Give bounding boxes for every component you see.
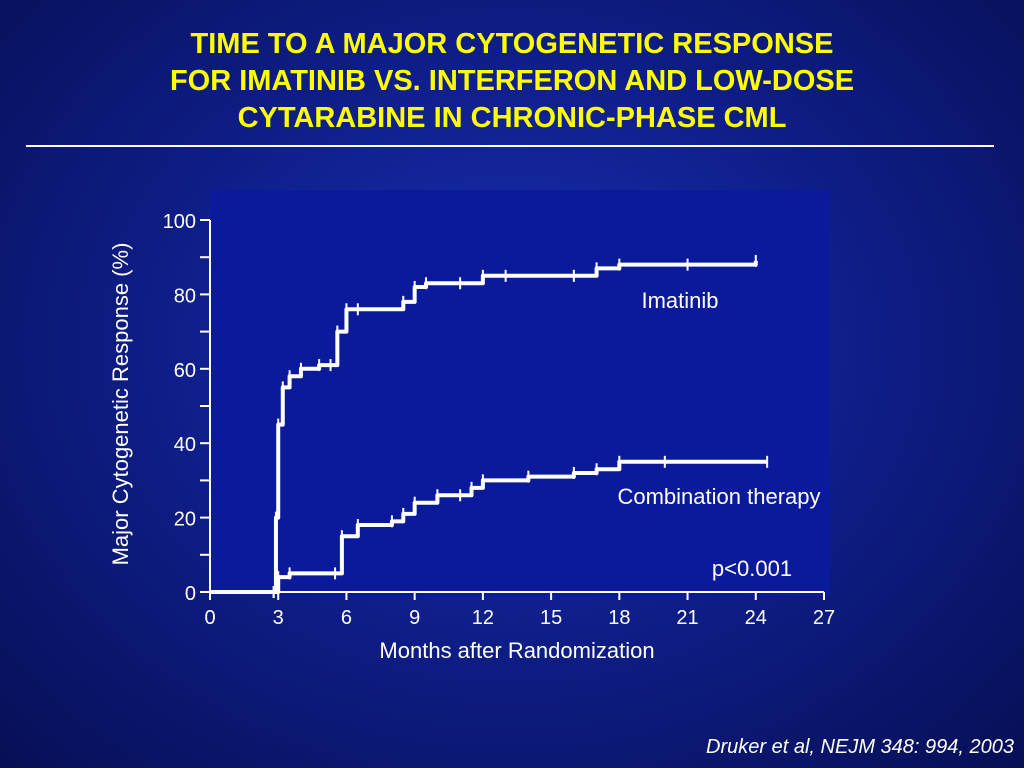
x-tick-label: 24 — [745, 607, 767, 629]
y-tick-label: 20 — [174, 509, 196, 531]
x-tick-label: 18 — [608, 607, 630, 629]
x-axis-title: Months after Randomization — [379, 638, 654, 663]
series-label-imatinib: Imatinib — [641, 288, 718, 313]
series-line-combination — [210, 459, 768, 594]
title-line-1: TIME TO A MAJOR CYTOGENETIC RESPONSE — [190, 28, 834, 60]
x-tick-label: 15 — [540, 607, 562, 629]
plot-area — [210, 190, 830, 596]
x-tick-label: 3 — [273, 607, 284, 629]
y-tick-label: 0 — [185, 583, 196, 605]
title-line-2: FOR IMATINIB VS. INTERFERON AND LOW-DOSE — [169, 65, 855, 97]
y-tick-label: 60 — [174, 360, 196, 382]
x-tick-label: 12 — [472, 607, 494, 629]
x-tick-label: 0 — [204, 607, 215, 629]
x-tick-label: 9 — [409, 607, 420, 629]
title-divider — [26, 145, 994, 147]
citation: Druker et al, NEJM 348: 994, 2003 — [706, 736, 1014, 758]
x-tick-label: 27 — [813, 607, 835, 629]
y-tick-label: 40 — [174, 434, 196, 456]
x-tick-label: 21 — [676, 607, 698, 629]
series-label-combination: Combination therapy — [617, 484, 820, 509]
p-value-annotation: p<0.001 — [712, 556, 792, 581]
title-line-3: CYTARABINE IN CHRONIC-PHASE CML — [237, 102, 787, 134]
y-tick-label: 80 — [174, 285, 196, 307]
x-tick-label: 6 — [341, 607, 352, 629]
y-axis-title: Major Cytogenetic Response (%) — [108, 243, 133, 566]
slide-title: TIME TO A MAJOR CYTOGENETIC RESPONSE FOR… — [0, 26, 1024, 137]
series-line-imatinib — [210, 260, 758, 594]
y-tick-label: 100 — [163, 211, 196, 233]
